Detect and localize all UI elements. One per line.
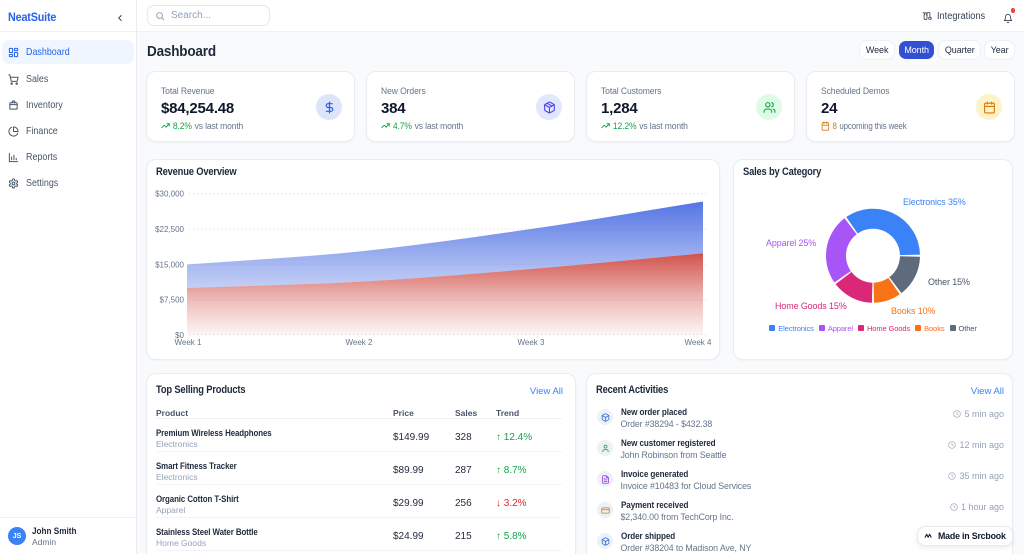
- svg-text:Week 3: Week 3: [518, 338, 546, 347]
- svg-text:Week 2: Week 2: [346, 338, 374, 347]
- svg-text:$30,000: $30,000: [155, 190, 184, 199]
- svg-text:$0: $0: [175, 331, 184, 340]
- svg-text:Week 4: Week 4: [685, 338, 713, 347]
- svg-text:Week 1: Week 1: [175, 338, 203, 347]
- svg-text:$15,000: $15,000: [155, 260, 184, 269]
- svg-text:$7,500: $7,500: [160, 296, 185, 305]
- svg-text:$22,500: $22,500: [155, 225, 184, 234]
